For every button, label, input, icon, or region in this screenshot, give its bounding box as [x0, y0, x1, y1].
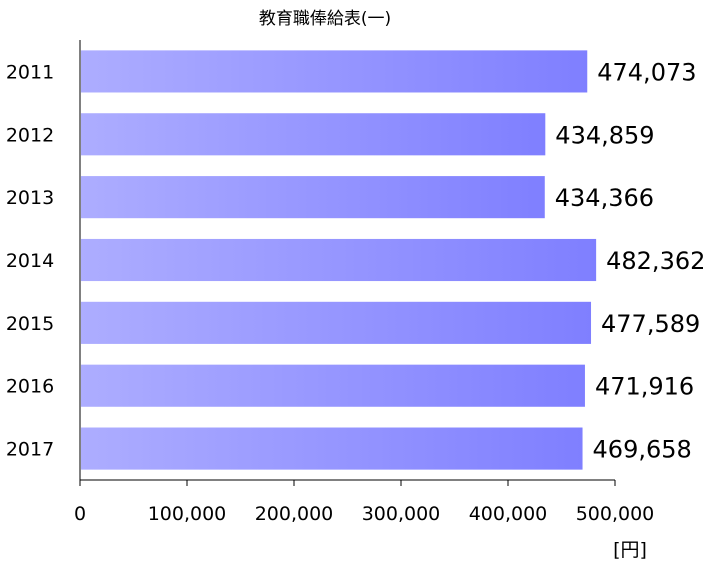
category-label-2017: 2017: [6, 439, 54, 461]
x-tick-label-300000: 300,000: [362, 503, 441, 525]
value-label-2011: 474,073: [597, 58, 696, 86]
category-label-2016: 2016: [6, 376, 54, 398]
x-tick-label-500000: 500,000: [576, 503, 655, 525]
bar-2013: [81, 176, 545, 219]
bars-group: 2011 474,073 2012 434,859 2013 434,366 2014 482…: [6, 50, 705, 470]
x-axis-unit: [円]: [613, 539, 647, 561]
category-label-2013: 2013: [6, 187, 54, 209]
value-label-2014: 482,362: [606, 247, 705, 275]
bar-2014: [81, 238, 597, 282]
value-label-2017: 469,658: [593, 436, 692, 464]
bar-2011: [81, 50, 588, 93]
category-label-2014: 2014: [6, 250, 54, 272]
category-label-2015: 2015: [6, 313, 54, 335]
x-tick-label-0: 0: [74, 503, 86, 525]
chart-title: 教育職俸給表(一): [259, 9, 391, 29]
x-tick-label-100000: 100,000: [148, 503, 227, 525]
value-label-2016: 471,916: [595, 373, 694, 401]
value-label-2012: 434,859: [555, 121, 654, 149]
value-label-2015: 477,589: [601, 310, 700, 338]
bar-2012: [81, 113, 546, 156]
bar-2015: [81, 301, 592, 344]
x-ticks-group: 0 100,000 200,000 300,000 400,000 500,000: [74, 480, 654, 525]
x-tick-label-200000: 200,000: [255, 503, 334, 525]
category-label-2012: 2012: [6, 124, 54, 146]
category-label-2011: 2011: [6, 61, 54, 83]
x-tick-label-400000: 400,000: [469, 503, 548, 525]
bar-2017: [81, 427, 583, 470]
bar-2016: [81, 364, 585, 407]
value-label-2013: 434,366: [555, 184, 654, 212]
